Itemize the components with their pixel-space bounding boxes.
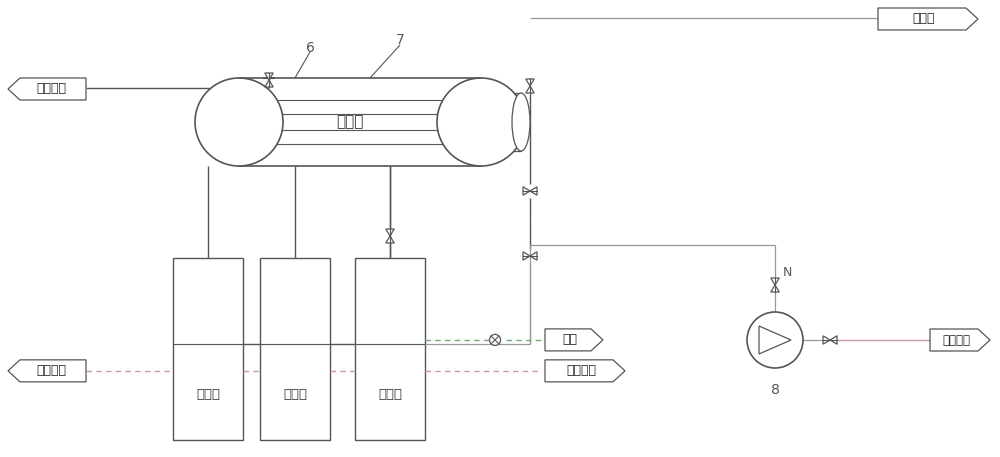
Polygon shape (526, 79, 534, 86)
Text: 软水: 软水 (562, 334, 578, 346)
Polygon shape (8, 78, 86, 100)
Circle shape (490, 335, 501, 345)
Polygon shape (530, 187, 537, 195)
Polygon shape (930, 329, 990, 351)
Bar (355, 258, 425, 440)
Polygon shape (759, 326, 791, 354)
Text: 蒸发器: 蒸发器 (196, 388, 220, 402)
Polygon shape (545, 360, 625, 382)
Text: 6: 6 (306, 41, 314, 55)
Bar (260, 258, 330, 440)
Polygon shape (545, 329, 603, 351)
Polygon shape (523, 252, 530, 260)
Bar (239, 78, 481, 166)
Polygon shape (386, 229, 394, 236)
Circle shape (747, 312, 803, 368)
Polygon shape (771, 278, 779, 285)
Polygon shape (8, 360, 86, 382)
Polygon shape (523, 187, 530, 195)
Ellipse shape (437, 78, 525, 166)
Polygon shape (830, 336, 837, 344)
Ellipse shape (512, 93, 530, 151)
Polygon shape (771, 285, 779, 292)
Polygon shape (265, 80, 273, 87)
Text: 蒸氨塔: 蒸氨塔 (913, 12, 935, 26)
Text: N: N (782, 266, 792, 280)
Text: 蒸发器: 蒸发器 (283, 388, 307, 402)
Polygon shape (265, 73, 273, 80)
Text: 省煤器: 省煤器 (378, 388, 402, 402)
Polygon shape (823, 336, 830, 344)
Polygon shape (878, 8, 978, 30)
Text: 蒸氨废水: 蒸氨废水 (942, 334, 970, 346)
Bar (483, 93, 521, 151)
Text: 7: 7 (396, 33, 404, 47)
Polygon shape (386, 236, 394, 243)
Polygon shape (526, 86, 534, 93)
Ellipse shape (195, 78, 283, 166)
Text: 烟气进口: 烟气进口 (36, 364, 66, 377)
Text: 排流器: 排流器 (336, 115, 364, 129)
Text: 8: 8 (771, 383, 779, 397)
Text: 烟气出口: 烟气出口 (566, 364, 596, 377)
Text: 蒸汽出口: 蒸汽出口 (36, 83, 66, 96)
Polygon shape (530, 252, 537, 260)
Bar (173, 258, 243, 440)
